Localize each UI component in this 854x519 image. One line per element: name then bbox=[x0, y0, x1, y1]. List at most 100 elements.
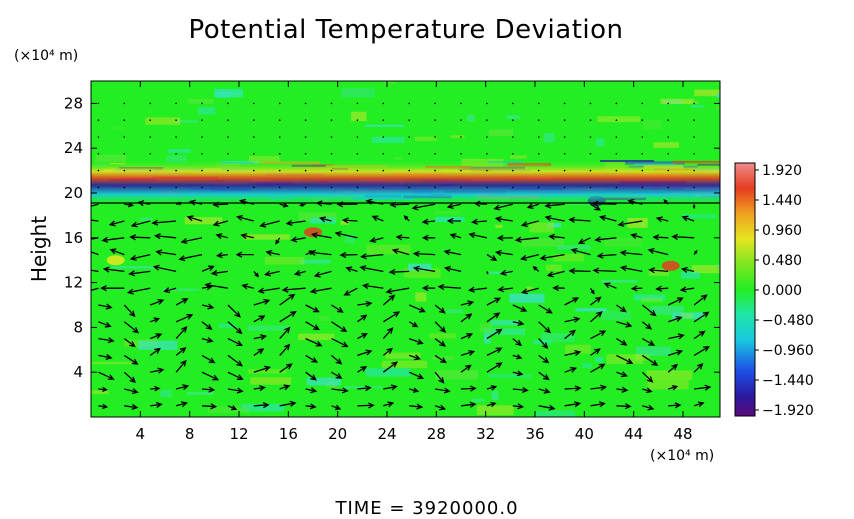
wind-arrow-42 bbox=[564, 385, 582, 392]
y-tick-label-3: 16 bbox=[64, 229, 83, 247]
wind-arrow-408 bbox=[97, 119, 100, 121]
wind-arrow-180 bbox=[385, 287, 410, 295]
x-tick-label-3: 16 bbox=[279, 425, 298, 443]
field-patch bbox=[366, 244, 411, 255]
wind-arrow-437 bbox=[227, 102, 229, 105]
field-patch bbox=[535, 410, 576, 417]
wind-arrow-7 bbox=[279, 400, 297, 407]
colorbar-tick-label-7: −1.440 bbox=[762, 373, 814, 389]
field-patch bbox=[415, 292, 427, 302]
wind-arrow-380 bbox=[615, 153, 618, 155]
field-patch bbox=[635, 354, 650, 361]
wind-arrow-301 bbox=[411, 203, 436, 211]
wind-arrow-247 bbox=[275, 237, 281, 245]
field-patch bbox=[403, 268, 441, 278]
wind-arrow-346 bbox=[356, 169, 359, 172]
x-tick-label-10: 44 bbox=[624, 425, 643, 443]
wind-arrow-279 bbox=[471, 218, 487, 225]
wind-arrow-57 bbox=[331, 371, 343, 379]
wind-arrow-16 bbox=[512, 403, 525, 410]
wind-arrow-310 bbox=[663, 199, 669, 205]
wind-arrow-197 bbox=[210, 269, 228, 276]
wind-arrow-39 bbox=[486, 385, 498, 391]
x-tick-label-5: 24 bbox=[377, 425, 396, 443]
wind-arrow-223 bbox=[265, 249, 280, 256]
wind-arrow-135 bbox=[486, 312, 501, 323]
wind-arrow-202 bbox=[345, 266, 358, 273]
field-patch bbox=[471, 398, 486, 402]
wind-arrow-410 bbox=[149, 119, 151, 121]
wind-arrow-321 bbox=[330, 186, 333, 189]
wind-arrow-328 bbox=[512, 186, 514, 189]
field-patch bbox=[114, 126, 124, 130]
wind-arrow-399 bbox=[486, 136, 488, 138]
field-patch bbox=[488, 129, 514, 137]
field-patch bbox=[340, 220, 350, 225]
wind-arrow-344 bbox=[304, 169, 307, 172]
wind-arrow-383 bbox=[693, 153, 695, 155]
wind-arrow-316 bbox=[201, 186, 203, 189]
wind-arrow-50 bbox=[150, 367, 165, 374]
field-patch bbox=[244, 234, 290, 240]
field-patch bbox=[166, 155, 187, 163]
wind-arrow-87 bbox=[486, 347, 503, 356]
wind-arrow-395 bbox=[382, 136, 385, 138]
wind-arrow-141 bbox=[641, 321, 653, 330]
field-patch bbox=[681, 271, 700, 279]
wind-arrow-128 bbox=[305, 321, 320, 331]
wind-arrow-234 bbox=[539, 253, 565, 261]
wind-arrow-94 bbox=[668, 349, 684, 357]
wind-arrow-245 bbox=[215, 233, 229, 240]
field-patch bbox=[433, 211, 460, 214]
wind-arrow-54 bbox=[253, 365, 271, 373]
wind-arrow-154 bbox=[357, 300, 373, 307]
x-tick-label-0: 4 bbox=[136, 425, 146, 443]
wind-arrow-242 bbox=[129, 234, 151, 241]
wind-arrow-227 bbox=[360, 253, 384, 260]
wind-arrow-416 bbox=[304, 119, 307, 121]
wind-arrow-319 bbox=[278, 186, 281, 189]
wind-arrow-284 bbox=[599, 215, 617, 222]
wind-arrow-31 bbox=[279, 384, 291, 391]
wind-arrow-407 bbox=[693, 136, 695, 138]
wind-arrow-129 bbox=[331, 321, 348, 333]
field-patch bbox=[582, 363, 592, 368]
wind-arrow-177 bbox=[309, 287, 332, 295]
wind-arrow-55 bbox=[279, 363, 293, 373]
field-patch bbox=[521, 238, 565, 247]
wind-arrow-228 bbox=[391, 248, 410, 256]
wind-arrow-349 bbox=[434, 169, 436, 172]
tropopause-band bbox=[91, 160, 720, 206]
wind-arrow-298 bbox=[336, 201, 358, 208]
wind-arrow-85 bbox=[434, 354, 447, 364]
field-patch bbox=[429, 333, 457, 339]
wind-arrow-378 bbox=[563, 153, 566, 155]
wind-arrow-233 bbox=[520, 253, 539, 261]
wind-arrow-212 bbox=[592, 267, 617, 274]
wind-arrow-361 bbox=[123, 153, 126, 155]
field-patch bbox=[597, 116, 640, 123]
x-axis: 4 8 12 16 20 24 28 32 36 40 44 48 bbox=[136, 81, 693, 443]
wind-arrow-76 bbox=[201, 354, 216, 364]
wind-arrow-263 bbox=[671, 233, 695, 240]
field-patch bbox=[646, 370, 693, 381]
field-patch bbox=[112, 266, 156, 269]
wind-arrow-2 bbox=[150, 401, 163, 409]
wind-arrow-265 bbox=[108, 220, 125, 227]
wind-arrow-91 bbox=[590, 348, 601, 356]
wind-arrow-342 bbox=[253, 169, 255, 172]
wind-arrow-17 bbox=[538, 404, 556, 411]
wind-arrow-208 bbox=[499, 269, 513, 276]
wind-arrow-270 bbox=[235, 214, 254, 222]
field-patch bbox=[319, 315, 330, 322]
wind-arrow-100 bbox=[201, 337, 214, 344]
heatmap-plot bbox=[91, 81, 720, 417]
wind-arrow-447 bbox=[486, 102, 488, 105]
colorbar-tick-label-6: −0.960 bbox=[762, 343, 814, 359]
wind-arrow-370 bbox=[356, 153, 359, 155]
wind-arrow-206 bbox=[443, 265, 462, 273]
wind-arrow-152 bbox=[305, 304, 320, 313]
wind-arrow-254 bbox=[449, 233, 462, 239]
wind-arrow-366 bbox=[253, 153, 255, 155]
wind-arrow-111 bbox=[486, 328, 503, 340]
